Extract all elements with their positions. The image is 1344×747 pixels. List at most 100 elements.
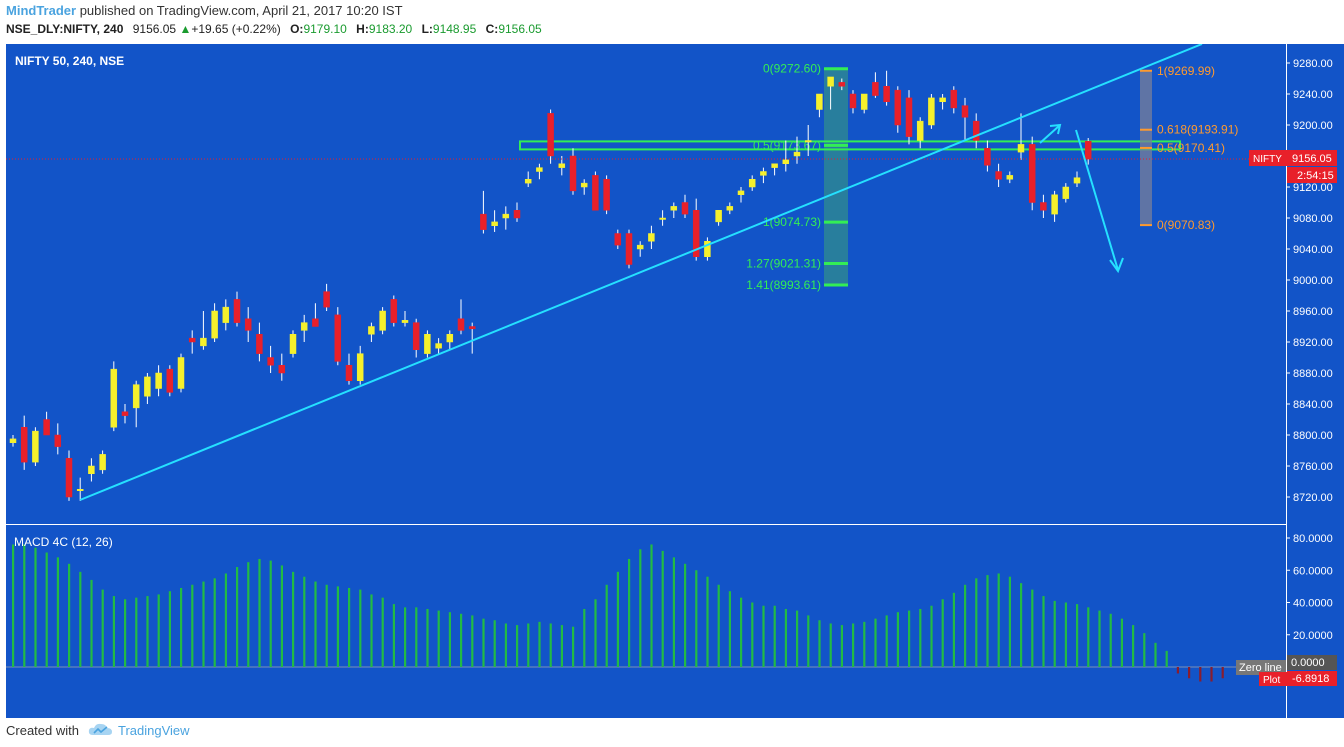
ohlc-line: NSE_DLY:NIFTY, 240 9156.05 ▲+19.65 (+0.2… (6, 22, 542, 36)
candle-body (54, 434, 62, 447)
price-axis[interactable] (1286, 44, 1344, 718)
macd-bar (930, 605, 933, 667)
candle-body (188, 337, 196, 343)
fib-extension-label: 1(9074.73) (763, 215, 821, 229)
candle-body (480, 213, 487, 230)
price-tick-label: 8960.00 (1293, 306, 1333, 318)
candle-body (849, 93, 857, 109)
candle-body (200, 337, 207, 347)
candle (211, 303, 218, 342)
macd-bar (168, 591, 171, 667)
macd-bar (336, 586, 339, 667)
candle-body (984, 148, 991, 166)
last-price-tag: NIFTY 9156.05 2:54:15 (1249, 150, 1337, 183)
macd-bar (975, 578, 978, 667)
candle-body (155, 372, 162, 389)
macd-pane[interactable] (6, 525, 1286, 718)
macd-bar (1143, 633, 1146, 667)
candle-body (950, 89, 958, 109)
candle (144, 373, 151, 404)
macd-tick-label: 80.0000 (1293, 533, 1333, 545)
macd-bar (896, 612, 899, 667)
candle (110, 361, 118, 432)
candle-body (961, 105, 969, 118)
candle-body (939, 97, 946, 102)
candle-body (20, 427, 28, 463)
macd-bar (997, 573, 1000, 667)
zero-value: 0.0000 (1291, 657, 1325, 669)
macd-bar (202, 581, 205, 667)
tradingview-link[interactable]: TradingView (118, 723, 190, 738)
last-price-symbol: NIFTY (1253, 154, 1282, 165)
footer: Created with TradingView (0, 718, 1344, 747)
candle-body (222, 306, 230, 323)
candle-body (872, 82, 879, 96)
macd-bar (1188, 667, 1191, 679)
macd-bar (303, 576, 306, 667)
candle-body (894, 89, 902, 126)
candle-body (536, 167, 543, 172)
candle (1073, 171, 1081, 187)
macd-bar (135, 597, 138, 667)
candle-body (144, 376, 151, 397)
candle (592, 171, 599, 211)
candle-body (345, 365, 353, 381)
candle-body (782, 159, 790, 164)
candle (76, 477, 84, 501)
candle (984, 140, 991, 172)
macd-bar (90, 579, 93, 667)
macd-bar (594, 599, 597, 667)
candle-body (838, 82, 846, 87)
candle-body (177, 357, 185, 389)
chart-canvas[interactable]: 8720.00 8760.00 8800.00 8840.00 8880.00 8920.… (0, 44, 1344, 718)
up-arrow-line[interactable] (1039, 125, 1060, 144)
macd-bar (650, 544, 653, 667)
candle-body (547, 113, 554, 157)
macd-bar (292, 571, 295, 667)
macd-bar (784, 608, 787, 667)
macd-bar (1120, 618, 1123, 667)
candle-body (558, 163, 566, 168)
down-arrow-line[interactable] (1075, 129, 1119, 271)
candle-body (916, 120, 924, 141)
candle (323, 283, 330, 311)
candle (681, 194, 689, 218)
macd-bar (112, 596, 115, 667)
open-label: O: (290, 22, 304, 36)
resistance-band[interactable] (519, 140, 1181, 151)
candle (233, 291, 241, 327)
macd-bar (146, 596, 149, 667)
macd-bar (236, 567, 239, 667)
macd-bar (751, 602, 754, 667)
author-link[interactable]: MindTrader (6, 3, 77, 18)
fib-retracement-label: 1(9269.99) (1157, 64, 1215, 78)
candle (20, 415, 28, 470)
candle-body (110, 368, 118, 428)
candle (468, 322, 476, 354)
macd-bar (706, 576, 709, 667)
macd-bar (493, 620, 496, 667)
candle-body (614, 233, 622, 246)
candle (32, 427, 39, 466)
candle (928, 94, 935, 129)
macd-bar (661, 550, 664, 667)
macd-bar (941, 599, 944, 667)
price-tick-label: 8880.00 (1293, 368, 1333, 380)
macd-bar (986, 575, 989, 667)
candle (1028, 136, 1036, 211)
candle (379, 307, 386, 335)
candle-body (816, 93, 823, 110)
macd-bar (740, 597, 743, 667)
plot-label-bg (1259, 672, 1287, 686)
fib-extension-zone[interactable] (824, 68, 848, 285)
macd-bar (124, 599, 127, 667)
candle (905, 90, 913, 145)
macd-bar (852, 623, 855, 667)
macd-bar (583, 608, 586, 667)
macd-bar (605, 584, 608, 667)
candle (278, 353, 286, 381)
price-tick-label: 8800.00 (1293, 430, 1333, 442)
candle (289, 330, 297, 358)
candle (894, 86, 902, 133)
support-trendline[interactable] (79, 44, 1203, 501)
